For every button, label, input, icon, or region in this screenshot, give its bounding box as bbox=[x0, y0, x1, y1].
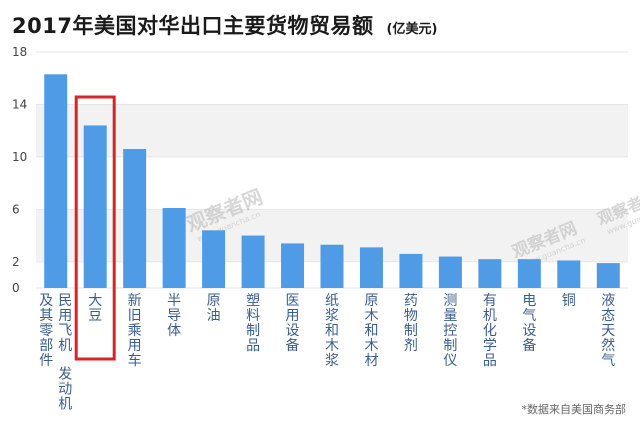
x-label-glyph: 体 bbox=[167, 323, 181, 339]
x-label-glyph: 浆 bbox=[325, 353, 339, 369]
x-label-glyph: 制 bbox=[443, 338, 457, 354]
x-label-glyph: 液 bbox=[601, 293, 615, 309]
x-label-glyph: 学 bbox=[483, 338, 497, 354]
x-label-glyph: 有 bbox=[483, 293, 497, 309]
x-label-glyph: 铜 bbox=[562, 293, 576, 309]
x-label-glyph: 飞 bbox=[58, 323, 72, 339]
bar-7 bbox=[281, 243, 305, 288]
x-label-glyph: 材 bbox=[364, 353, 378, 369]
title-bar: 2017年美国对华出口主要货物贸易额 (亿美元) bbox=[12, 10, 437, 44]
y-tick-label: 18 bbox=[12, 45, 27, 59]
y-tick-label: 10 bbox=[12, 150, 27, 164]
x-label-glyph: 件 bbox=[39, 353, 53, 369]
x-label-glyph: 天 bbox=[601, 323, 615, 339]
y-axis: 0 2 6 10 14 18 bbox=[12, 45, 27, 295]
x-label-glyph: 品 bbox=[246, 338, 260, 354]
x-label-glyph: 发 bbox=[58, 367, 72, 383]
chart-unit: (亿美元) bbox=[386, 22, 438, 37]
chart-title: 2017年美国对华出口主要货物贸易额 bbox=[12, 14, 374, 38]
grid-band bbox=[36, 104, 628, 157]
x-label-glyph: 机 bbox=[58, 397, 72, 413]
bar-6 bbox=[241, 235, 265, 288]
x-label-glyph: 导 bbox=[167, 308, 181, 324]
x-label-glyph: 木 bbox=[364, 338, 378, 354]
x-label-glyph: 机 bbox=[58, 338, 72, 354]
x-label-glyph: 气 bbox=[601, 353, 615, 369]
x-label-glyph: 民 bbox=[58, 293, 72, 309]
bar-15 bbox=[596, 263, 620, 288]
x-axis-labels: 及其零部件民用飞机发动机大豆新旧乘用车半导体原油塑料制品医用设备纸浆和木浆原木和… bbox=[39, 293, 615, 413]
x-label-glyph: 乘 bbox=[128, 323, 142, 339]
x-label-glyph: 气 bbox=[522, 308, 536, 324]
x-label-glyph: 料 bbox=[246, 308, 260, 324]
x-label-glyph: 控 bbox=[443, 323, 457, 339]
x-label-glyph: 其 bbox=[39, 308, 53, 324]
bar-8 bbox=[320, 244, 344, 288]
y-tick-label: 0 bbox=[12, 281, 20, 295]
x-label-glyph: 仪 bbox=[443, 353, 457, 369]
bar-14 bbox=[557, 260, 581, 288]
x-label-glyph: 药 bbox=[404, 293, 418, 309]
x-label-glyph: 医 bbox=[286, 293, 300, 309]
x-label-glyph: 车 bbox=[128, 352, 142, 369]
x-label-glyph: 部 bbox=[39, 338, 53, 354]
bar-2 bbox=[83, 125, 107, 288]
x-label-glyph: 油 bbox=[207, 308, 221, 324]
bar-10 bbox=[399, 253, 423, 288]
bar-12 bbox=[478, 259, 502, 288]
x-label-glyph: 机 bbox=[483, 308, 497, 324]
x-label-glyph: 备 bbox=[286, 337, 300, 354]
x-label-glyph: 制 bbox=[246, 323, 260, 339]
x-label-glyph: 用 bbox=[128, 338, 142, 354]
x-label-glyph: 量 bbox=[443, 308, 457, 324]
x-label-glyph: 木 bbox=[364, 308, 378, 324]
x-label-glyph: 新 bbox=[128, 293, 142, 309]
x-label-glyph: 和 bbox=[364, 323, 378, 339]
y-tick-label: 14 bbox=[12, 97, 27, 111]
x-label-glyph: 制 bbox=[404, 323, 418, 339]
bar-3 bbox=[123, 149, 147, 288]
x-label-glyph: 化 bbox=[483, 323, 497, 339]
x-label-glyph: 和 bbox=[325, 323, 339, 339]
x-label-glyph: 旧 bbox=[128, 308, 142, 324]
x-label-glyph: 动 bbox=[58, 382, 72, 398]
x-label-glyph: 然 bbox=[601, 337, 615, 354]
x-label-glyph: 半 bbox=[167, 293, 181, 309]
bar-13 bbox=[517, 259, 541, 288]
x-label-glyph: 备 bbox=[522, 337, 536, 354]
x-label-glyph: 原 bbox=[207, 293, 221, 309]
x-label-glyph: 大 bbox=[88, 293, 102, 309]
bar-4 bbox=[162, 208, 186, 288]
source-note: *数据来自美国商务部 bbox=[521, 403, 627, 416]
highlight-box bbox=[74, 95, 116, 361]
x-label-glyph: 豆 bbox=[88, 308, 102, 324]
x-label-glyph: 原 bbox=[364, 293, 378, 309]
bar-5 bbox=[202, 230, 226, 288]
x-label-glyph: 浆 bbox=[325, 308, 339, 324]
bars bbox=[44, 74, 620, 289]
x-label-glyph: 塑 bbox=[246, 293, 260, 309]
x-label-glyph: 用 bbox=[58, 308, 72, 324]
bar-1 bbox=[44, 74, 68, 289]
x-label-glyph: 测 bbox=[443, 293, 457, 309]
x-label-glyph: 零 bbox=[39, 323, 53, 339]
y-tick-label: 2 bbox=[12, 255, 20, 269]
x-label-glyph: 设 bbox=[286, 323, 300, 339]
x-label-glyph: 剂 bbox=[404, 338, 418, 354]
y-tick-label: 6 bbox=[12, 202, 20, 216]
x-label-glyph: 设 bbox=[522, 323, 536, 339]
x-label-glyph: 木 bbox=[325, 338, 339, 354]
x-label-glyph: 物 bbox=[404, 308, 418, 324]
x-label-glyph: 态 bbox=[601, 308, 615, 324]
x-label-glyph: 纸 bbox=[325, 293, 339, 309]
x-label-glyph: 品 bbox=[483, 353, 497, 369]
x-label-glyph: 及 bbox=[39, 293, 53, 309]
x-label-glyph: 电 bbox=[522, 293, 536, 309]
bar-9 bbox=[359, 247, 383, 288]
bar-11 bbox=[438, 256, 462, 288]
x-label-glyph: 用 bbox=[286, 308, 300, 324]
